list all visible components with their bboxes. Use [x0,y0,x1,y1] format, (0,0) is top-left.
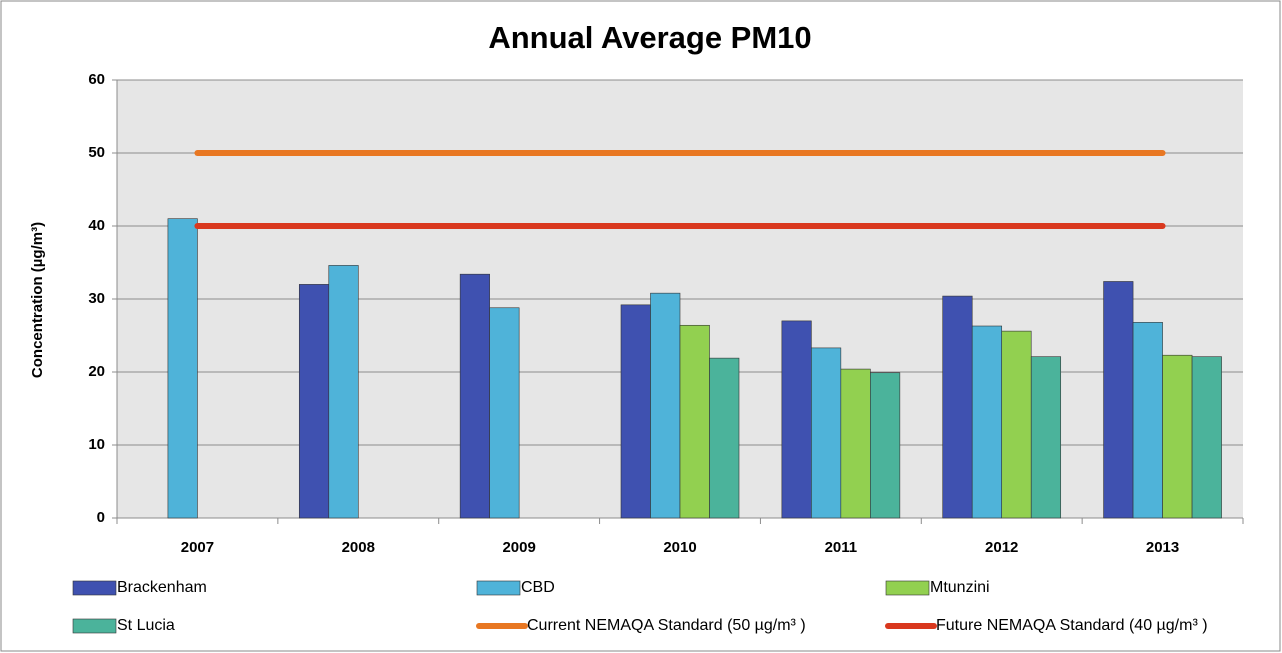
legend-swatch [72,580,117,596]
bar [489,307,520,519]
x-tick-label: 2010 [663,539,696,556]
x-tick-label: 2012 [985,539,1018,556]
legend-label: Future NEMAQA Standard (40 µg/m³ ) [936,617,1208,634]
bar [620,304,651,519]
legend-label: CBD [521,579,555,596]
x-tick-label: 2008 [342,539,375,556]
legend-swatch [885,580,930,596]
legend-label: Brackenham [117,579,207,596]
bar [781,320,812,519]
y-tick-label: 60 [88,71,105,88]
y-tick-label: 40 [88,217,105,234]
bar [1103,281,1134,519]
bar [1162,354,1193,519]
bar [1191,356,1222,519]
y-tick-label: 50 [88,144,105,161]
legend-swatch [72,618,117,634]
bar [942,295,973,519]
bar [971,325,1003,519]
bar [679,324,710,519]
bar [1030,356,1062,519]
bar [167,218,198,519]
legend-swatch [476,580,521,596]
x-tick-label: 2007 [181,539,214,556]
chart-title: Annual Average PM10 [488,20,811,55]
legend-label: Current NEMAQA Standard (50 µg/m³ ) [527,617,806,634]
y-tick-label: 10 [88,436,105,453]
bar [1132,322,1163,519]
bar [811,347,842,519]
y-tick-label: 0 [97,509,105,526]
bar [709,357,740,519]
x-tick-label: 2011 [825,539,858,556]
y-tick-label: 30 [88,290,105,307]
y-axis-label: Concentration (µg/m³) [29,222,46,378]
bar [459,273,490,519]
bar [650,292,681,519]
bar [1001,330,1032,519]
y-tick-label: 20 [88,363,105,380]
bar [298,284,330,519]
x-tick-label: 2013 [1146,539,1179,556]
legend-label: St Lucia [117,617,175,634]
bar [840,368,871,519]
legend-label: Mtunzini [930,579,990,596]
bar [870,372,901,519]
bar [328,265,359,519]
x-tick-label: 2009 [502,539,535,556]
